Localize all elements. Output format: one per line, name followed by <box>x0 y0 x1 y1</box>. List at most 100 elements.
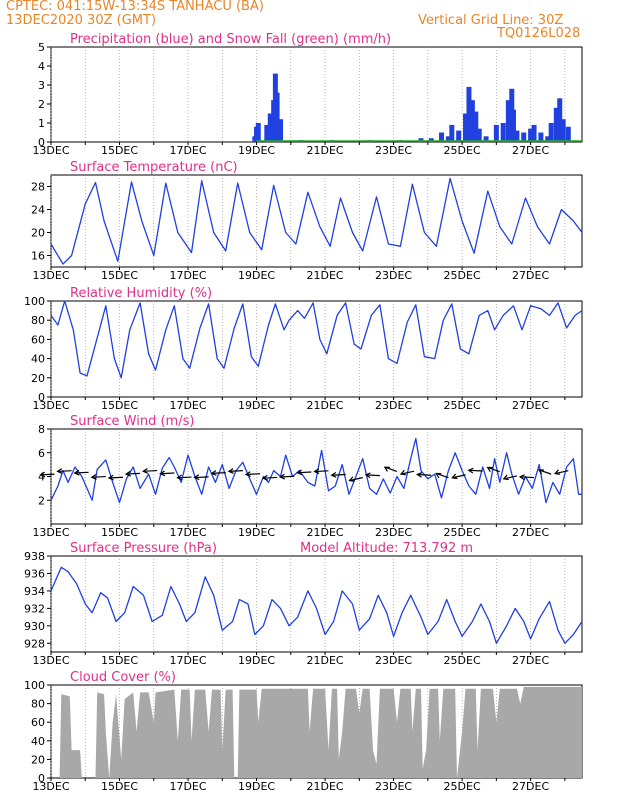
wind-arrow <box>108 476 123 479</box>
x-date-label: 25DEC <box>444 399 481 412</box>
precip-bar <box>278 119 284 142</box>
pressure-title: Surface Pressure (hPa) <box>70 541 217 556</box>
wind-arrow-head <box>330 471 337 478</box>
y-tick-label: 934 <box>24 585 45 598</box>
y-tick-label: 4 <box>38 471 45 484</box>
wind-arrow <box>331 473 346 476</box>
wind-arrow <box>245 473 261 476</box>
y-tick-label: 20 <box>31 227 45 240</box>
y-tick-label: 3 <box>38 79 45 92</box>
y-tick-label: 4 <box>38 60 45 73</box>
precip-bar <box>505 100 511 142</box>
x-date-label: 23DEC <box>375 654 412 667</box>
x-date-label: 17DEC <box>169 654 206 667</box>
wind-arrow <box>126 472 141 475</box>
wind-arrow-head <box>364 472 371 479</box>
precip-bar <box>557 98 563 142</box>
wind-arrow-head <box>227 468 234 474</box>
wind-arrow-head <box>399 469 407 476</box>
y-tick-label: 0 <box>38 136 45 149</box>
precip-bar <box>274 92 280 142</box>
wind-arrow <box>468 469 483 472</box>
x-date-label: 17DEC <box>169 780 206 793</box>
precip-bar <box>521 132 527 142</box>
precip-bar <box>456 130 462 142</box>
precipitation-title: Precipitation (blue) and Snow Fall (gree… <box>70 32 391 47</box>
model-altitude: Model Altitude: 713.792 m <box>300 541 473 556</box>
precip-bar <box>548 123 554 142</box>
wind-arrow-head <box>313 468 320 475</box>
wind-arrow <box>436 472 449 479</box>
precip-bar <box>510 109 516 142</box>
x-date-label: 15DEC <box>101 780 138 793</box>
wind-arrow-head <box>73 469 80 476</box>
y-tick-label: 2 <box>38 494 45 507</box>
precip-bar <box>560 119 566 142</box>
precipitation-frame <box>50 46 583 143</box>
wind-arrow-head <box>416 471 423 478</box>
humidity-line <box>50 300 583 379</box>
x-date-label: 15DEC <box>101 399 138 412</box>
precip-bar <box>528 128 534 142</box>
y-tick-label: 100 <box>24 679 45 692</box>
x-date-label: 13DEC <box>32 269 69 282</box>
x-date-label: 19DEC <box>238 526 275 539</box>
x-date-label: 25DEC <box>444 780 481 793</box>
y-tick-label: 20 <box>31 372 45 385</box>
wind-arrow-head <box>176 474 183 481</box>
station-title: CPTEC: 041:15W-13:34S TANHACU (BA) <box>6 0 264 14</box>
x-date-label: 21DEC <box>307 399 344 412</box>
wind-arrow <box>555 470 569 475</box>
precip-bar <box>476 128 482 142</box>
wind-arrow <box>40 473 55 476</box>
precip-bar <box>473 111 479 142</box>
y-tick-label: 0 <box>38 772 45 785</box>
wind-arrow-head <box>279 473 286 480</box>
x-date-label: 25DEC <box>444 144 481 157</box>
precip-bar <box>439 132 445 142</box>
x-date-label: 25DEC <box>444 269 481 282</box>
y-tick-label: 0 <box>38 391 45 404</box>
precip-bar <box>428 138 434 142</box>
wind-arrow <box>314 470 329 473</box>
y-tick-label: 20 <box>31 753 45 766</box>
precipitation-panel: 0 1 2 3 4 5 13DEC 15DEC 17DEC 19DEC 21DEC 23DEC 25DE… <box>32 32 583 157</box>
y-tick-label: 930 <box>24 620 45 633</box>
cloud-cover-area <box>59 686 583 778</box>
x-date-label: 23DEC <box>375 269 412 282</box>
model-code: TQ0126L028 <box>497 26 581 41</box>
y-tick-label: 938 <box>24 550 45 563</box>
wind-title: Surface Wind (m/s) <box>70 414 194 429</box>
x-date-label: 15DEC <box>101 526 138 539</box>
wind-arrow-head <box>467 467 474 474</box>
wind-arrow-head <box>348 476 355 482</box>
x-date-label: 21DEC <box>307 526 344 539</box>
wind-arrow-head <box>159 470 166 477</box>
wind-arrow-head <box>56 468 63 474</box>
x-date-label: 17DEC <box>169 144 206 157</box>
wind-arrow-head <box>537 469 545 475</box>
wind-arrow-head <box>142 468 149 474</box>
wind-arrow-head <box>518 474 525 481</box>
wind-arrow <box>211 472 226 474</box>
wind-arrow <box>280 475 295 478</box>
x-date-label: 27DEC <box>512 654 549 667</box>
x-date-label: 23DEC <box>375 399 412 412</box>
wind-arrow-head <box>39 471 46 478</box>
y-tick-label: 80 <box>31 314 45 327</box>
wind-arrow <box>487 466 500 473</box>
precip-bar <box>267 113 273 142</box>
humidity-title: Relative Humidity (%) <box>70 286 212 301</box>
wind-arrow <box>520 476 535 479</box>
wind-arrow <box>160 472 175 475</box>
humidity-panel: 0 20 40 60 80 100 13DEC 15DEC 17DEC 19DEC 21DEC 23D… <box>24 286 583 412</box>
precip-bar <box>553 107 559 142</box>
x-date-label: 19DEC <box>238 144 275 157</box>
x-date-label: 21DEC <box>307 144 344 157</box>
x-date-label: 15DEC <box>101 269 138 282</box>
precip-bar <box>545 136 551 142</box>
precip-bar <box>445 136 451 142</box>
precip-bar <box>500 123 506 142</box>
x-date-label: 19DEC <box>238 269 275 282</box>
